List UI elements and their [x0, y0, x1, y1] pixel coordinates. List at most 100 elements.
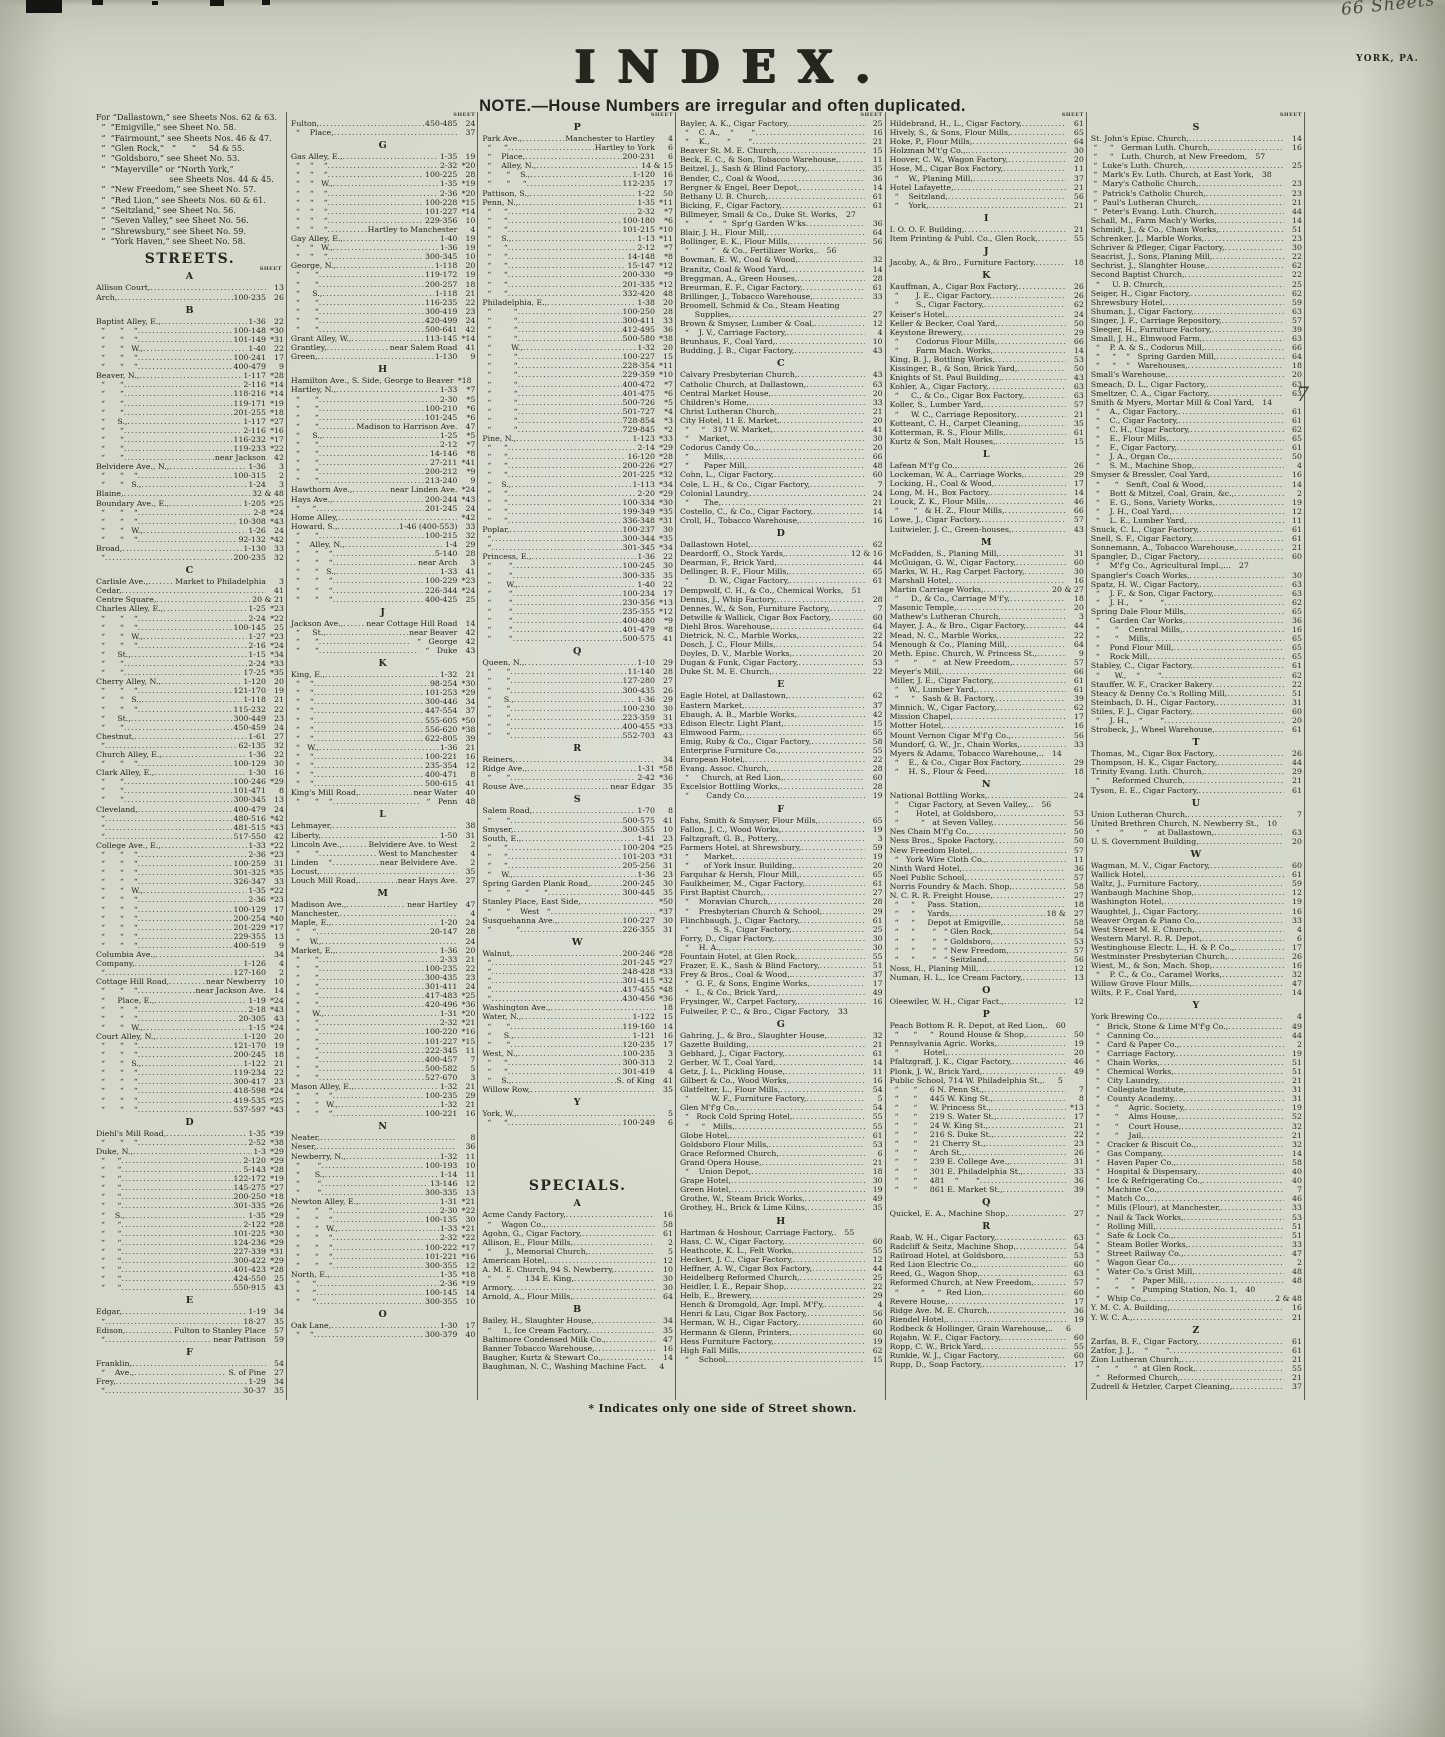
- entry-name: Heidler, I. E., Repair Shop,: [679, 1282, 787, 1292]
- dot-leader: [721, 943, 864, 952]
- entry-name: “ “ Mills,: [1090, 634, 1151, 644]
- index-entry: Norris Foundry & Mach. Shop,58: [890, 882, 1084, 891]
- entry-name: Gazette Building,: [679, 1039, 749, 1049]
- entry-name: Fahs, Smith & Smyser, Flour Mills,: [679, 815, 819, 825]
- index-entry: “ “200-226*27: [482, 461, 673, 470]
- dot-leader: [124, 668, 243, 677]
- index-entry: “ Bott & Mitzel, Coal, Grain, &c.,2: [1091, 489, 1302, 498]
- entry-name: “ “ Alms House,: [1090, 1112, 1179, 1122]
- index-entry: Reformed Church, at New Freedom,57: [890, 1278, 1084, 1287]
- index-entry: Spangler's Coach Works,30: [1091, 571, 1302, 580]
- entry-range: near Hartley: [407, 900, 458, 910]
- entry-name: “ “: [290, 697, 314, 707]
- index-entry: “ Collegiate Institute,31: [1091, 1085, 1302, 1094]
- entry-name: “: [96, 968, 105, 978]
- dot-leader: [513, 625, 622, 634]
- entry-name: “ Ice & Refrigerating Co.,: [1090, 1176, 1203, 1186]
- entry-name: “ “ & H. Z., Flour Mills,: [889, 506, 1005, 516]
- entry-range: 101-149: [233, 334, 266, 344]
- index-entry: Nes Chain M'f'g Co.,50: [890, 827, 1084, 836]
- entry-name: “ “ “: [96, 1086, 138, 1096]
- entry-sheet: 60: [872, 773, 883, 783]
- entry-name: Dempwolf, C. H., & Co., Chemical Works,: [679, 585, 844, 595]
- dot-leader: [121, 1238, 232, 1247]
- index-entry: Grant Alley, W.,113-145*14: [291, 334, 475, 343]
- entry-name: Revere House,: [889, 1296, 948, 1306]
- dot-leader: [574, 1274, 655, 1283]
- index-entry: “ “ Court House,32: [1091, 1122, 1302, 1131]
- entry-range: 1-120: [243, 677, 266, 687]
- index-entry: Blair, J. H., Flour Mill,64: [680, 228, 883, 237]
- entry-range: 1-33: [248, 840, 266, 850]
- dot-leader: [987, 791, 1065, 800]
- index-entry: “481-515*43: [96, 823, 284, 832]
- entry-sheet: 13: [273, 931, 284, 941]
- entry-sheet: 31: [663, 861, 673, 871]
- dot-leader: [138, 1068, 233, 1077]
- index-entry: Branitz, Coal & Wood Yard,14: [680, 265, 883, 274]
- entry-range: 1-24: [248, 480, 266, 490]
- entry-sheet: 16: [273, 768, 284, 778]
- entry-sheet: 4: [470, 224, 476, 234]
- dot-leader: [319, 307, 424, 316]
- dot-leader: [1173, 452, 1284, 461]
- entry-range: West to Manchester: [378, 848, 458, 858]
- entry-sheet: 17: [1073, 479, 1084, 489]
- entry-sheet: 30: [663, 1274, 673, 1284]
- index-entry: Y. M. C. A. Building,16: [1091, 1303, 1302, 1312]
- entry-sheet: 49: [872, 1194, 883, 1204]
- entry-range: 2-122: [243, 1219, 266, 1229]
- dot-leader: [138, 641, 248, 650]
- entry-sheet: 4: [1296, 461, 1302, 471]
- dot-leader: [1202, 334, 1284, 343]
- entry-name: “ “ “ “ Goldsboro,: [889, 936, 994, 946]
- entry-range: 1-32: [439, 1151, 458, 1161]
- entry-name: “ “ W.,: [290, 1100, 338, 1110]
- index-entry: “ “200-250*18: [96, 1192, 284, 1201]
- entry-sheet: 4: [470, 848, 476, 858]
- index-entry: Trinity Evang. Luth. Church,29: [1091, 767, 1302, 776]
- dot-leader: [1188, 1240, 1284, 1249]
- dot-leader: [1009, 946, 1066, 955]
- index-entry: Mission Chapel,17: [890, 712, 1084, 721]
- entry-name: “ “: [96, 1156, 122, 1165]
- entry-sheet: *33: [659, 966, 673, 976]
- entry-name: Ridge Ave. M. E. Church,: [889, 1305, 990, 1315]
- index-entry: Riendel Hotel,19: [890, 1315, 1084, 1324]
- entry-sheet: *9: [466, 467, 476, 477]
- entry-name: “ “ W.,: [290, 1224, 338, 1234]
- entry-range: Belvidere Ave. to West: [368, 839, 458, 849]
- index-entry: Kissinger, B., & Son, Brick Yard,50: [890, 364, 1084, 373]
- entry-sheet: 48: [1292, 1267, 1302, 1277]
- page-title: INDEX.: [574, 40, 893, 93]
- sheet-column-label: SHEET: [259, 266, 282, 273]
- dot-leader: [121, 1183, 232, 1192]
- entry-name: Cottage Hill Road,: [96, 977, 170, 987]
- entry-name: Schall, M., Farm Mach'y Works,: [1090, 215, 1217, 225]
- entry-sheet: 16: [872, 1076, 883, 1086]
- index-entry: “ Chemical Works,51: [1091, 1067, 1302, 1076]
- dot-leader: [769, 764, 865, 773]
- entry-sheet: *20: [461, 161, 476, 171]
- dot-leader: [1169, 434, 1284, 443]
- entry-sheet: 43: [872, 346, 883, 356]
- entry-name: Lowe, J., Cigar Factory,: [889, 515, 982, 525]
- entry-range: 200-250: [233, 1192, 266, 1202]
- entry-range: 1-38: [637, 297, 655, 307]
- dot-leader: [755, 128, 864, 137]
- entry-name: “ “: [482, 206, 508, 216]
- index-entry: “ “ “ Spring Garden Mill,64: [1091, 352, 1302, 361]
- entry-sheet: 8: [470, 1133, 476, 1143]
- entry-name: Hench & Dromgold, Agr. Impl. M'f'y,: [679, 1300, 825, 1310]
- entry-name: “ “: [482, 279, 508, 289]
- entry-sheet: 4: [667, 134, 673, 143]
- dot-leader: [319, 973, 424, 982]
- entry-name: “ S.,: [482, 234, 512, 244]
- dot-leader: [805, 879, 865, 888]
